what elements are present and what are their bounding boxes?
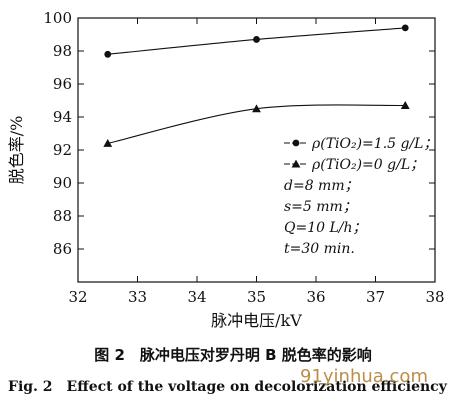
y-tick-label: 88: [53, 207, 72, 225]
y-tick-label: 86: [53, 240, 72, 258]
y-tick-label: 94: [53, 108, 72, 126]
annotation-text: Q=10 L/h；: [284, 220, 367, 236]
legend-marker: [291, 159, 301, 168]
annotation-text: d=8 mm；: [284, 178, 359, 194]
series-layer: [103, 24, 410, 147]
x-tick-label: 38: [425, 288, 444, 306]
figure-caption-english: Fig. 2 Effect of the voltage on decolori…: [8, 379, 447, 395]
annotation-text: s=5 mm；: [284, 199, 357, 215]
legend: ρ(TiO₂)=1.5 g/L； ρ(TiO₂)=0 g/L； d=8 mm； s=5…: [284, 136, 437, 257]
data-point-series-1: [401, 24, 409, 32]
legend-marker: [292, 139, 300, 147]
axis-ticks: 32 33 34 35 36 37 38 86 88 90 92 94 96 98 100: [43, 9, 444, 306]
legend-entry: ρ(TiO₂)=1.5 g/L；: [311, 136, 437, 152]
x-tick-label: 34: [187, 288, 206, 306]
data-point-series-2: [252, 104, 261, 113]
x-tick-label: 33: [128, 288, 147, 306]
annotation-text: t=30 min.: [284, 241, 355, 257]
y-tick-label: 90: [53, 174, 72, 192]
figure-caption-chinese: 图 2 脉冲电压对罗丹明 B 脱色率的影响: [94, 346, 372, 364]
y-axis-title: 脱色率/%: [7, 116, 26, 185]
data-point-series-2: [103, 139, 113, 147]
chart: 32 33 34 35 36 37 38 86 88 90 92 94 96 98 100 ρ(TiO₂)=…: [7, 9, 445, 330]
x-tick-label: 32: [68, 288, 87, 306]
y-tick-label: 100: [43, 9, 72, 27]
y-tick-label: 96: [53, 75, 72, 93]
y-tick-label: 98: [53, 42, 72, 60]
data-point-series-1: [253, 36, 260, 43]
data-point-series-2: [400, 101, 410, 109]
x-axis-title: 脉冲电压/kV: [211, 311, 302, 330]
x-tick-label: 36: [306, 288, 325, 306]
data-point-series-1: [104, 50, 112, 58]
x-tick-label: 35: [247, 288, 266, 306]
watermark: 91yinhua.com: [300, 366, 428, 387]
legend-entry: ρ(TiO₂)=0 g/L；: [311, 157, 424, 173]
y-tick-label: 92: [53, 141, 72, 159]
x-tick-label: 37: [366, 288, 385, 306]
